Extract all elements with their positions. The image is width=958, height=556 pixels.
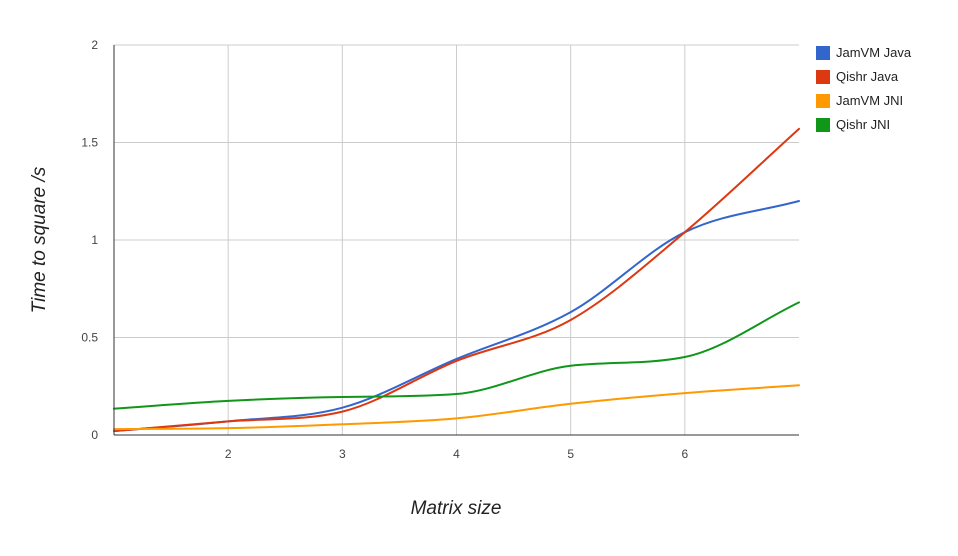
- x-tick-label: 4: [453, 447, 460, 461]
- legend-label-jamvm-java: JamVM Java: [836, 45, 912, 60]
- gridlines: [114, 44, 799, 435]
- series-line-jamvm-jni: [113, 384, 800, 431]
- legend-label-jamvm-jni: JamVM JNI: [836, 93, 903, 108]
- y-tick-label: 1: [91, 233, 98, 247]
- tick-labels: 0 0.5 1 1.5 2 2 3 4 5 6: [81, 38, 688, 461]
- legend-swatch-qishr-java: [816, 70, 830, 84]
- x-tick-label: 6: [681, 447, 688, 461]
- legend: JamVM Java Qishr Java JamVM JNI Qishr JNI: [816, 45, 912, 132]
- series-line-qishr-java: [113, 127, 800, 433]
- legend-label-qishr-jni: Qishr JNI: [836, 117, 890, 132]
- y-tick-label: 0.5: [81, 331, 98, 345]
- legend-swatch-qishr-jni: [816, 118, 830, 132]
- legend-swatch-jamvm-jni: [816, 94, 830, 108]
- y-tick-label: 0: [91, 428, 98, 442]
- x-axis-title: Matrix size: [411, 498, 502, 519]
- legend-label-qishr-java: Qishr Java: [836, 69, 899, 84]
- y-tick-label: 1.5: [81, 136, 98, 150]
- series-line-qishr-jni: [113, 301, 800, 410]
- y-axis-title: Time to square /s: [29, 166, 50, 313]
- legend-swatch-jamvm-java: [816, 46, 830, 60]
- x-tick-label: 3: [339, 447, 346, 461]
- x-tick-label: 5: [567, 447, 574, 461]
- y-tick-label: 2: [91, 38, 98, 52]
- series-lines: [113, 127, 800, 433]
- x-tick-label: 2: [225, 447, 232, 461]
- axes: [113, 45, 799, 436]
